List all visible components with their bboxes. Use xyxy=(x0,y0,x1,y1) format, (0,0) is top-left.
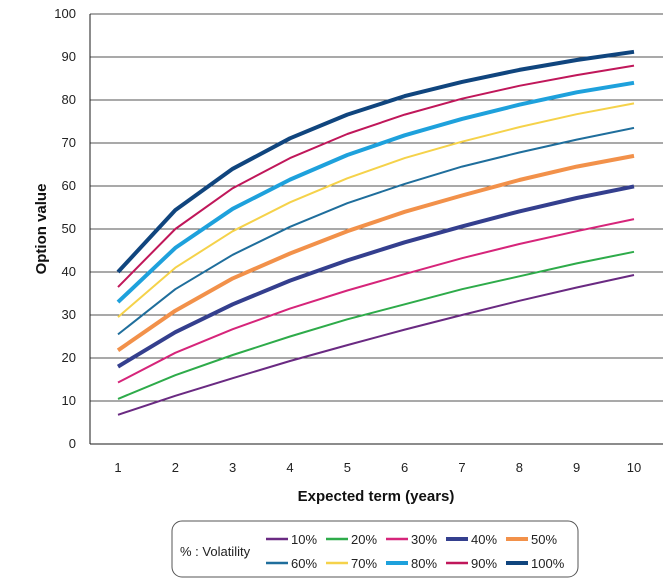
series-line-30pct xyxy=(117,218,635,384)
x-tick-label: 6 xyxy=(401,460,408,475)
x-tick-label: 10 xyxy=(627,460,641,475)
x-tick-label: 5 xyxy=(344,460,351,475)
series-line-80pct xyxy=(116,80,635,304)
x-tick-label: 9 xyxy=(573,460,580,475)
legend-label: 50% xyxy=(531,532,557,547)
y-tick-label: 20 xyxy=(62,350,76,365)
legend-item: 70% xyxy=(326,556,377,571)
y-tick-label: 0 xyxy=(69,436,76,451)
legend-label: 80% xyxy=(411,556,437,571)
legend-title: % : Volatility xyxy=(180,544,251,559)
series-line-60pct xyxy=(117,126,635,336)
y-tick-label: 90 xyxy=(62,49,76,64)
series-line-50pct xyxy=(116,153,635,352)
legend-item: 100% xyxy=(506,556,565,571)
legend-item: 30% xyxy=(386,532,437,547)
series-line-90pct xyxy=(117,64,635,288)
y-tick-label: 50 xyxy=(62,221,76,236)
x-tick-label: 1 xyxy=(114,460,121,475)
y-axis-title: Option value xyxy=(33,184,50,275)
legend-item: 10% xyxy=(266,532,317,547)
y-tick-label: 100 xyxy=(54,6,76,21)
series-line-70pct xyxy=(117,102,635,318)
axes xyxy=(89,14,663,445)
legend-label: 40% xyxy=(471,532,497,547)
y-tick-label: 60 xyxy=(62,178,76,193)
legend-label: 100% xyxy=(531,556,565,571)
legend-item: 20% xyxy=(326,532,377,547)
series-line-10pct xyxy=(117,274,635,416)
x-tick-label: 8 xyxy=(516,460,523,475)
legend-label: 30% xyxy=(411,532,437,547)
legend-label: 70% xyxy=(351,556,377,571)
legend-label: 60% xyxy=(291,556,317,571)
legend-item: 40% xyxy=(446,532,497,547)
legend-item: 50% xyxy=(506,532,557,547)
legend-item: 80% xyxy=(386,556,437,571)
legend-label: 20% xyxy=(351,532,377,547)
legend-label: 90% xyxy=(471,556,497,571)
legend-item: 90% xyxy=(446,556,497,571)
series-line-100pct xyxy=(116,49,635,274)
gridlines xyxy=(90,13,663,402)
y-tick-label: 40 xyxy=(62,264,76,279)
y-tick-label: 80 xyxy=(62,92,76,107)
y-tick-label: 30 xyxy=(62,307,76,322)
x-tick-label: 3 xyxy=(229,460,236,475)
legend-items: 10% 20% 30% 40% 50% 60% 70% 80% 90% 100% xyxy=(266,532,565,571)
series-line-40pct xyxy=(116,184,635,369)
x-tick-labels: 1 2 3 4 5 6 7 8 9 10 xyxy=(114,460,641,475)
y-tick-label: 10 xyxy=(62,393,76,408)
x-tick-label: 4 xyxy=(286,460,293,475)
legend-item: 60% xyxy=(266,556,317,571)
x-tick-label: 2 xyxy=(172,460,179,475)
x-axis-title: Expected term (years) xyxy=(298,488,455,505)
series-lines xyxy=(116,49,635,416)
y-tick-label: 70 xyxy=(62,135,76,150)
x-tick-label: 7 xyxy=(458,460,465,475)
legend-label: 10% xyxy=(291,532,317,547)
legend: % : Volatility 10% 20% 30% 40% 50% 60% 70% 80% 9… xyxy=(171,520,579,578)
y-tick-labels: 0 10 20 30 40 50 60 70 80 90 100 xyxy=(54,6,76,451)
series-line-20pct xyxy=(117,250,635,400)
